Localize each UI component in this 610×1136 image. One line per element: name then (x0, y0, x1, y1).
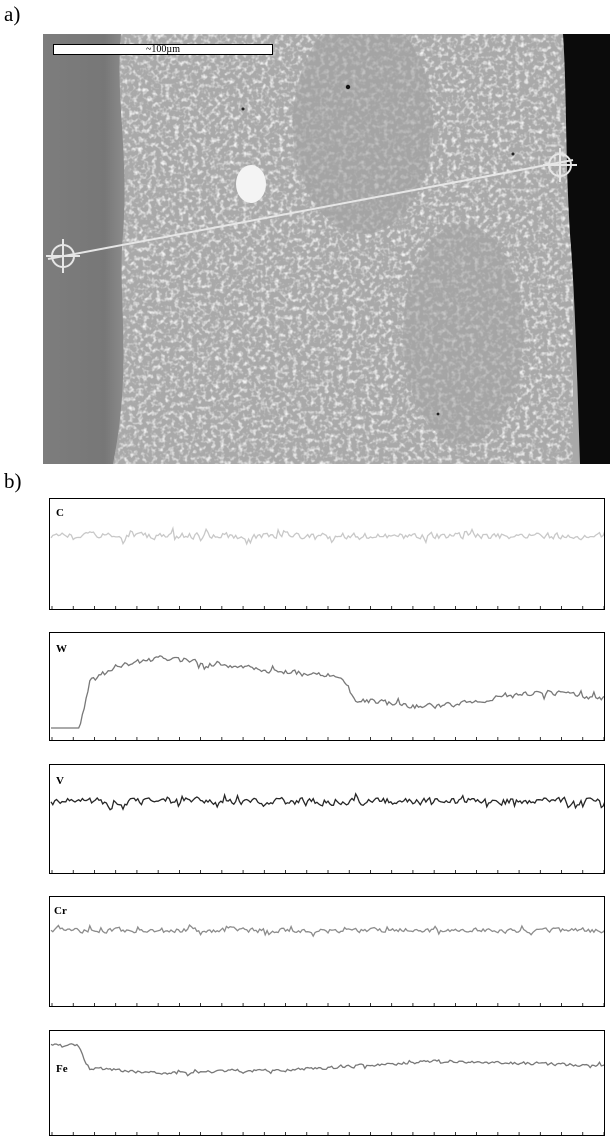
micrograph-image (43, 34, 610, 464)
profile-w-plot (51, 655, 604, 740)
profile-v-plot (50, 792, 604, 873)
profile-cr-line (50, 923, 604, 938)
profile-w: W (49, 632, 605, 741)
profile-w-line (51, 655, 604, 729)
scale-bar: ~100µm (53, 44, 273, 55)
profile-v-line (50, 792, 604, 811)
profile-c: C (49, 498, 605, 610)
profile-c-line (50, 526, 604, 546)
profile-c-label: C (56, 507, 64, 519)
profile-fe: Fe (49, 1030, 605, 1136)
profile-w-label: W (56, 643, 67, 655)
panel-a-label: a) (4, 2, 21, 26)
profile-fe-plot (50, 1043, 604, 1135)
profile-c-plot (50, 526, 604, 609)
panel-b-label: b) (4, 469, 22, 493)
sem-micrograph: ~100µm (43, 34, 610, 464)
profile-cr-plot (50, 923, 604, 1006)
profile-cr-label: Cr (54, 905, 67, 917)
profile-v-label: V (56, 775, 64, 787)
profile-v: V (49, 764, 605, 874)
profile-fe-line (50, 1043, 604, 1077)
profile-fe-label: Fe (56, 1063, 68, 1075)
profile-cr: Cr (49, 896, 605, 1007)
